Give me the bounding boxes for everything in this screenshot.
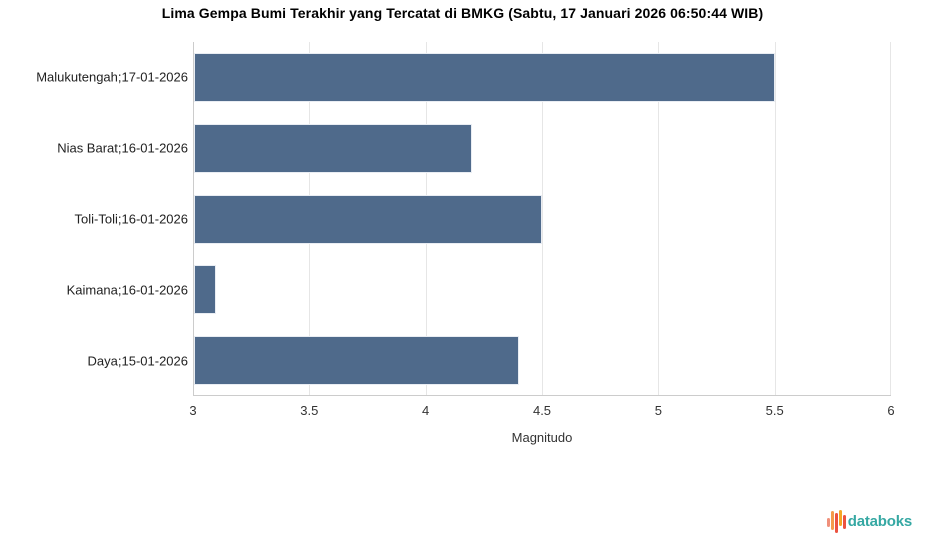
y-axis-label: Daya;15-01-2026: [87, 353, 188, 369]
bar[interactable]: [194, 265, 217, 315]
databoks-logo-text: databoks: [847, 512, 912, 530]
x-tick-label: 3: [189, 403, 197, 418]
y-axis-label: Toli-Toli;16-01-2026: [74, 211, 188, 227]
y-axis-label: Malukutengah;17-01-2026: [36, 69, 188, 85]
gridline: [774, 42, 776, 396]
x-tick-label: 5: [654, 403, 662, 418]
databoks-logo[interactable]: databoks: [826, 508, 912, 534]
x-axis-title: Magnitudo: [511, 430, 573, 445]
bar[interactable]: [194, 123, 473, 173]
pulse-bars-icon: [826, 508, 846, 534]
y-axis-label: Nias Barat;16-01-2026: [57, 140, 188, 156]
logo-bar: [834, 513, 838, 533]
x-tick-label: 3.5: [300, 403, 319, 418]
x-tick-label: 4.5: [532, 403, 552, 418]
y-axis-line: [193, 42, 194, 396]
bar[interactable]: [194, 52, 775, 102]
gridline: [890, 42, 891, 396]
logo-bar: [826, 517, 830, 527]
x-axis-line: [193, 395, 891, 396]
x-tick-label: 4: [422, 403, 430, 418]
gridline: [658, 42, 660, 396]
plot-area: [193, 42, 891, 396]
y-axis-label: Kaimana;16-01-2026: [66, 282, 188, 298]
logo-bar: [838, 510, 842, 526]
gridline: [542, 42, 543, 396]
x-tick-label: 6: [887, 403, 895, 418]
bar[interactable]: [194, 336, 519, 386]
x-tick-label: 5.5: [765, 403, 784, 418]
bar[interactable]: [194, 194, 542, 244]
logo-bar: [842, 515, 846, 529]
logo-bar: [830, 510, 834, 530]
chart-title: Lima Gempa Bumi Terakhir yang Tercatat d…: [161, 5, 764, 21]
